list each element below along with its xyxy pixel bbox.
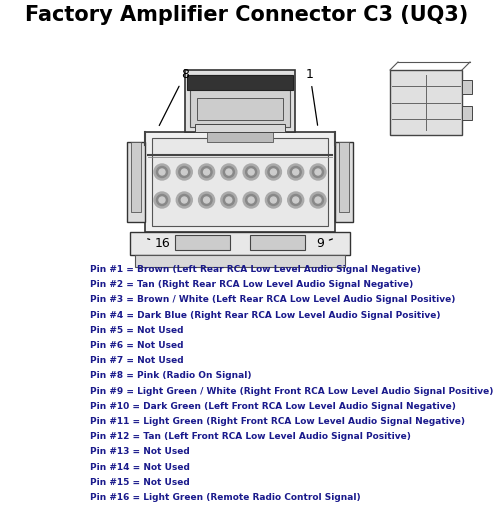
Bar [462, 106, 472, 120]
Circle shape [265, 164, 282, 180]
Circle shape [315, 169, 321, 175]
Circle shape [246, 166, 257, 178]
Text: Pin #5 = Not Used: Pin #5 = Not Used [90, 326, 183, 335]
Circle shape [293, 169, 299, 175]
Bar [131, 142, 141, 212]
Circle shape [154, 164, 170, 180]
Circle shape [223, 194, 234, 206]
Bar [190, 75, 290, 127]
Text: Pin #14 = Not Used: Pin #14 = Not Used [90, 463, 190, 472]
Circle shape [268, 166, 279, 178]
Circle shape [176, 192, 192, 208]
Circle shape [288, 164, 304, 180]
Circle shape [271, 197, 277, 203]
Circle shape [221, 164, 237, 180]
Bar [207, 130, 273, 142]
Bar [197, 98, 283, 120]
Bar [339, 142, 349, 212]
Circle shape [201, 194, 212, 206]
Text: Pin #16 = Light Green (Remote Radio Control Signal): Pin #16 = Light Green (Remote Radio Cont… [90, 493, 360, 502]
Text: Pin #8 = Pink (Radio On Signal): Pin #8 = Pink (Radio On Signal) [90, 372, 251, 380]
Circle shape [181, 197, 187, 203]
Text: 9: 9 [316, 237, 332, 250]
Circle shape [204, 197, 210, 203]
Circle shape [315, 197, 321, 203]
Circle shape [179, 194, 190, 206]
Circle shape [221, 192, 237, 208]
Text: Pin #15 = Not Used: Pin #15 = Not Used [90, 478, 190, 487]
Circle shape [201, 166, 212, 178]
Circle shape [313, 194, 323, 206]
Circle shape [226, 197, 232, 203]
Text: Pin #12 = Tan (Left Front RCA Low Level Audio Signal Positive): Pin #12 = Tan (Left Front RCA Low Level … [90, 432, 411, 441]
Circle shape [290, 166, 301, 178]
Circle shape [265, 192, 282, 208]
Circle shape [159, 197, 165, 203]
Bar [185, 70, 295, 132]
Circle shape [271, 169, 277, 175]
Text: Pin #10 = Dark Green (Left Front RCA Low Level Audio Signal Negative): Pin #10 = Dark Green (Left Front RCA Low… [90, 402, 456, 411]
Bar [462, 80, 472, 94]
Text: 1: 1 [306, 68, 317, 125]
Circle shape [176, 164, 192, 180]
Text: Pin #3 = Brown / White (Left Rear RCA Low Level Audio Signal Positive): Pin #3 = Brown / White (Left Rear RCA Lo… [90, 295, 456, 304]
Circle shape [290, 194, 301, 206]
Text: 16: 16 [148, 237, 171, 250]
Circle shape [199, 192, 214, 208]
Circle shape [246, 194, 257, 206]
Circle shape [179, 166, 190, 178]
Circle shape [156, 194, 168, 206]
Bar [127, 142, 145, 222]
Circle shape [226, 169, 232, 175]
Text: Pin #4 = Dark Blue (Right Rear RCA Low Level Audio Signal Positive): Pin #4 = Dark Blue (Right Rear RCA Low L… [90, 310, 441, 320]
Circle shape [248, 169, 254, 175]
Text: Pin #7 = Not Used: Pin #7 = Not Used [90, 356, 183, 365]
Circle shape [204, 169, 210, 175]
Bar [145, 132, 335, 232]
Circle shape [243, 192, 259, 208]
Bar [135, 255, 345, 267]
Bar [187, 75, 293, 90]
Text: Pin #9 = Light Green / White (Right Front RCA Low Level Audio Signal Positive): Pin #9 = Light Green / White (Right Fron… [90, 387, 493, 395]
Circle shape [310, 164, 326, 180]
Circle shape [199, 164, 214, 180]
Bar [152, 138, 328, 226]
Bar [335, 142, 353, 222]
Circle shape [310, 192, 326, 208]
Text: Pin #11 = Light Green (Right Front RCA Low Level Audio Signal Negative): Pin #11 = Light Green (Right Front RCA L… [90, 417, 465, 426]
Circle shape [248, 197, 254, 203]
Text: Factory Amplifier Connector C3 (UQ3): Factory Amplifier Connector C3 (UQ3) [25, 5, 468, 25]
Bar [195, 124, 285, 132]
Bar [390, 70, 462, 135]
Circle shape [288, 192, 304, 208]
Bar [175, 235, 230, 250]
Circle shape [156, 166, 168, 178]
Circle shape [159, 169, 165, 175]
Circle shape [154, 192, 170, 208]
Text: Pin #13 = Not Used: Pin #13 = Not Used [90, 447, 190, 457]
Text: Pin #1 = Brown (Left Rear RCA Low Level Audio Signal Negative): Pin #1 = Brown (Left Rear RCA Low Level … [90, 265, 421, 274]
Circle shape [181, 169, 187, 175]
Text: 8: 8 [159, 68, 189, 126]
Text: Pin #6 = Not Used: Pin #6 = Not Used [90, 341, 183, 350]
Circle shape [293, 197, 299, 203]
Text: Pin #2 = Tan (Right Rear RCA Low Level Audio Signal Negative): Pin #2 = Tan (Right Rear RCA Low Level A… [90, 280, 413, 289]
Circle shape [313, 166, 323, 178]
Bar [250, 235, 305, 250]
Bar [130, 232, 350, 255]
Circle shape [268, 194, 279, 206]
Circle shape [223, 166, 234, 178]
Circle shape [243, 164, 259, 180]
